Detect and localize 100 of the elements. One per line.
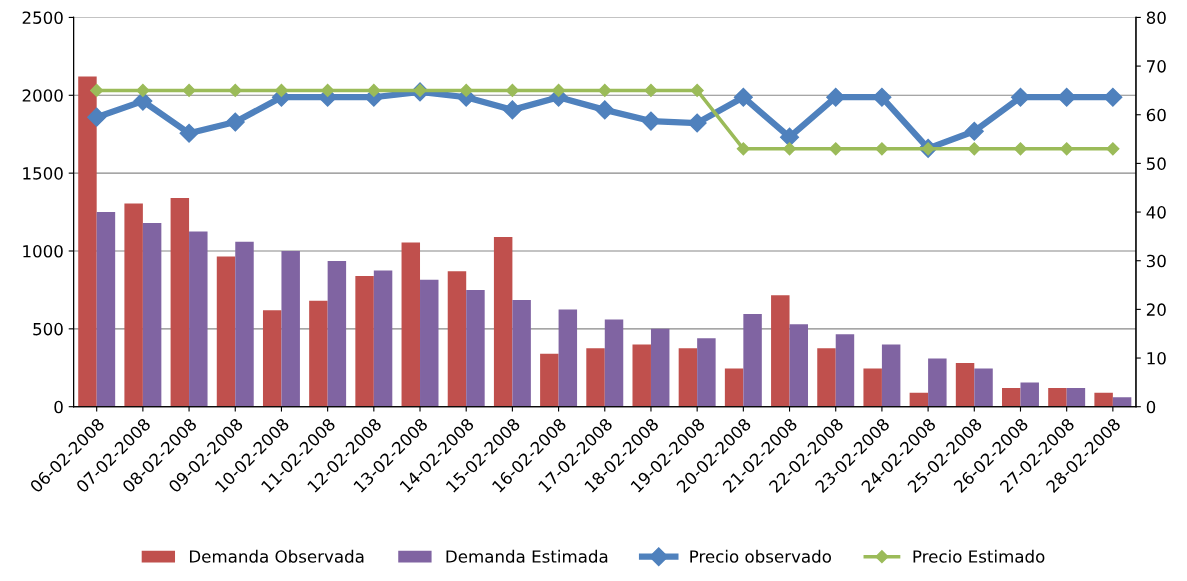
point bbox=[875, 142, 889, 156]
point bbox=[274, 83, 289, 98]
point bbox=[829, 142, 843, 156]
bar bbox=[881, 344, 901, 407]
point bbox=[1010, 87, 1031, 107]
bar bbox=[216, 256, 236, 407]
point bbox=[367, 83, 381, 98]
bar bbox=[604, 319, 624, 407]
point bbox=[690, 83, 704, 98]
bar bbox=[771, 295, 790, 407]
y-tick-label: 2000 bbox=[22, 89, 63, 102]
bar bbox=[512, 300, 531, 407]
bar bbox=[817, 348, 836, 407]
bar bbox=[697, 338, 716, 407]
bar bbox=[1112, 397, 1132, 407]
y2-tick-label: 50 bbox=[1146, 157, 1166, 170]
point bbox=[228, 83, 242, 98]
point bbox=[644, 83, 658, 98]
bar bbox=[327, 261, 347, 407]
bar bbox=[835, 334, 855, 407]
bar bbox=[401, 242, 421, 407]
bar bbox=[928, 358, 947, 407]
bar bbox=[955, 363, 975, 407]
point bbox=[780, 127, 800, 147]
bar bbox=[142, 222, 162, 407]
bar bbox=[1020, 382, 1039, 407]
point bbox=[1060, 142, 1074, 156]
point bbox=[641, 111, 661, 131]
y-tick-label: 2500 bbox=[22, 11, 63, 24]
point bbox=[1106, 142, 1120, 156]
point bbox=[872, 87, 892, 107]
legend-label: Demanda Estimada bbox=[446, 549, 608, 563]
point bbox=[179, 123, 199, 143]
bar bbox=[540, 353, 559, 407]
bar bbox=[650, 328, 670, 407]
point bbox=[551, 83, 566, 98]
bar bbox=[743, 314, 762, 407]
bar bbox=[678, 348, 698, 407]
bar bbox=[420, 279, 439, 407]
bar bbox=[96, 212, 116, 407]
y2-tick-label: 40 bbox=[1146, 206, 1166, 219]
point bbox=[505, 83, 519, 98]
point bbox=[136, 83, 150, 98]
bar bbox=[724, 368, 744, 407]
legend-label: Demanda Observada bbox=[189, 549, 364, 563]
point bbox=[598, 83, 612, 98]
point bbox=[502, 100, 522, 120]
bar bbox=[789, 324, 809, 407]
point bbox=[1103, 87, 1123, 107]
bar bbox=[466, 289, 485, 407]
bar bbox=[235, 241, 254, 407]
bar bbox=[124, 203, 143, 407]
y2-tick-label: 0 bbox=[1146, 400, 1156, 414]
bar bbox=[558, 309, 578, 407]
bar bbox=[281, 250, 300, 407]
point bbox=[321, 83, 335, 98]
bar bbox=[78, 76, 97, 407]
point bbox=[967, 142, 981, 156]
bar bbox=[373, 270, 393, 407]
point bbox=[733, 87, 753, 107]
point bbox=[225, 112, 245, 132]
bar bbox=[309, 300, 328, 407]
bar bbox=[586, 348, 605, 407]
point bbox=[826, 87, 846, 107]
bar bbox=[863, 368, 882, 407]
bar bbox=[355, 275, 374, 407]
point bbox=[736, 142, 750, 156]
point bbox=[87, 107, 107, 127]
y-tick-label: 0 bbox=[54, 400, 63, 414]
point bbox=[90, 83, 104, 98]
y2-tick-label: 70 bbox=[1147, 60, 1166, 73]
legend-label: Precio Estimado bbox=[913, 549, 1045, 563]
bar bbox=[909, 392, 929, 407]
point bbox=[687, 113, 707, 133]
point bbox=[182, 83, 196, 98]
bar bbox=[447, 271, 467, 407]
bar bbox=[493, 236, 513, 407]
legend-label: Precio observado bbox=[690, 549, 832, 563]
bar bbox=[1048, 388, 1067, 407]
bar bbox=[1094, 392, 1113, 407]
y2-tick-label: 80 bbox=[1146, 11, 1166, 24]
point bbox=[1013, 142, 1028, 156]
y2-tick-label: 60 bbox=[1146, 108, 1166, 122]
bar bbox=[1066, 388, 1086, 407]
bar bbox=[1002, 388, 1021, 407]
y-tick-label: 1000 bbox=[23, 244, 63, 258]
y-tick-label: 1500 bbox=[23, 167, 63, 180]
point bbox=[782, 142, 797, 156]
point bbox=[964, 121, 984, 141]
bar bbox=[189, 231, 208, 407]
y2-tick-label: 30 bbox=[1146, 254, 1166, 268]
y2-tick-label: 10 bbox=[1147, 352, 1166, 365]
y-tick-label: 500 bbox=[33, 322, 63, 336]
point bbox=[459, 83, 473, 98]
point bbox=[595, 100, 615, 120]
bar bbox=[262, 310, 282, 407]
bar bbox=[974, 368, 993, 407]
bar bbox=[632, 344, 651, 407]
point bbox=[1057, 87, 1077, 107]
bar bbox=[170, 198, 190, 407]
